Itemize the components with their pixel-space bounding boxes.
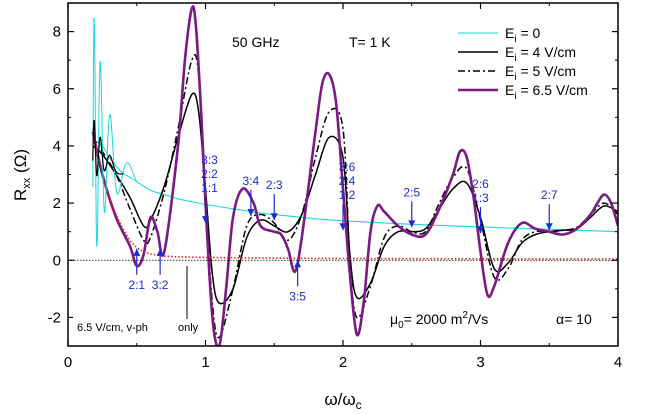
x-axis-title: ω/ωc	[324, 390, 361, 412]
resonance-arrowhead	[408, 220, 416, 228]
series-line-1-oscillation	[92, 119, 123, 177]
y-tick-label: 8	[53, 24, 61, 41]
resonance-label: 3:3	[201, 153, 218, 167]
y-tick-label: -2	[48, 309, 61, 326]
legend-label: Ei = 4 V/cm	[505, 44, 576, 64]
y-tick-label: 4	[53, 138, 61, 155]
y-tick-label: 6	[53, 81, 61, 98]
x-tick-label: 3	[476, 354, 484, 371]
resonance-label: 3:2	[152, 278, 169, 292]
only-note: only	[178, 322, 199, 334]
resonance-label: 1:1	[201, 181, 218, 195]
series-line-4	[92, 128, 618, 260]
x-tick-label: 2	[339, 354, 347, 371]
resonance-label: 2:2	[201, 167, 218, 181]
y-tick-label: 0	[53, 252, 61, 269]
resonance-label: 2:1	[128, 278, 145, 292]
legend-label: Ei = 6.5 V/cm	[505, 82, 588, 102]
resonance-label: 2:3	[266, 178, 283, 192]
series-line-0	[92, 139, 618, 233]
mobility-annotation: μ0= 2000 m2/Vs	[390, 310, 488, 331]
frequency-annotation: 50 GHz	[232, 34, 279, 50]
ticks-layer: 0 1 2 3 4 -2 0 2 4 6 8	[48, 3, 622, 371]
resonance-label: 2:6	[472, 177, 489, 191]
resonance-arrowhead	[270, 213, 278, 221]
x-tick-label: 0	[64, 354, 72, 371]
resonance-label: 1:2	[339, 188, 356, 202]
resonance-label: 2:4	[339, 174, 356, 188]
resonance-label: 3:6	[339, 160, 356, 174]
legend-label: Ei = 5 V/cm	[505, 63, 576, 83]
alpha-annotation: α= 10	[556, 311, 592, 327]
resonance-label: 2:5	[403, 185, 420, 199]
resonance-label: 1:3	[472, 191, 489, 205]
series-line-0-oscillation	[92, 17, 138, 247]
legend-label: Ei = 0	[505, 25, 541, 45]
x-tick-label: 1	[201, 354, 209, 371]
y-tick-label: 2	[53, 195, 61, 212]
resonance-arrowhead	[294, 260, 302, 268]
resonance-label: 2:7	[541, 188, 558, 202]
vph-note-box	[73, 316, 205, 338]
arrows-layer: 3:32:21:1 3:4 2:3 3:62:41:2 2:5 2:61:3 2:7 2:1 3…	[128, 153, 558, 303]
y-axis-title: Rxx (Ω)	[11, 149, 33, 201]
series-line-3	[91, 5, 618, 346]
resonance-arrowhead	[477, 226, 484, 234]
resonance-arrowhead	[133, 248, 141, 256]
vph-note: 6.5 V/cm, v-ph	[77, 322, 148, 334]
series-line-2	[92, 53, 618, 339]
temperature-annotation: T= 1 K	[349, 34, 391, 50]
resonance-arrowhead	[339, 223, 347, 231]
series-layer	[91, 5, 618, 346]
x-tick-label: 4	[614, 354, 622, 371]
resonance-label: 3:5	[289, 289, 306, 303]
resonance-arrowhead	[247, 208, 255, 216]
resonance-label: 3:4	[243, 174, 260, 188]
resonance-arrowhead	[156, 248, 164, 256]
resonance-arrowhead	[545, 223, 553, 231]
resonance-arrowhead	[202, 216, 209, 224]
